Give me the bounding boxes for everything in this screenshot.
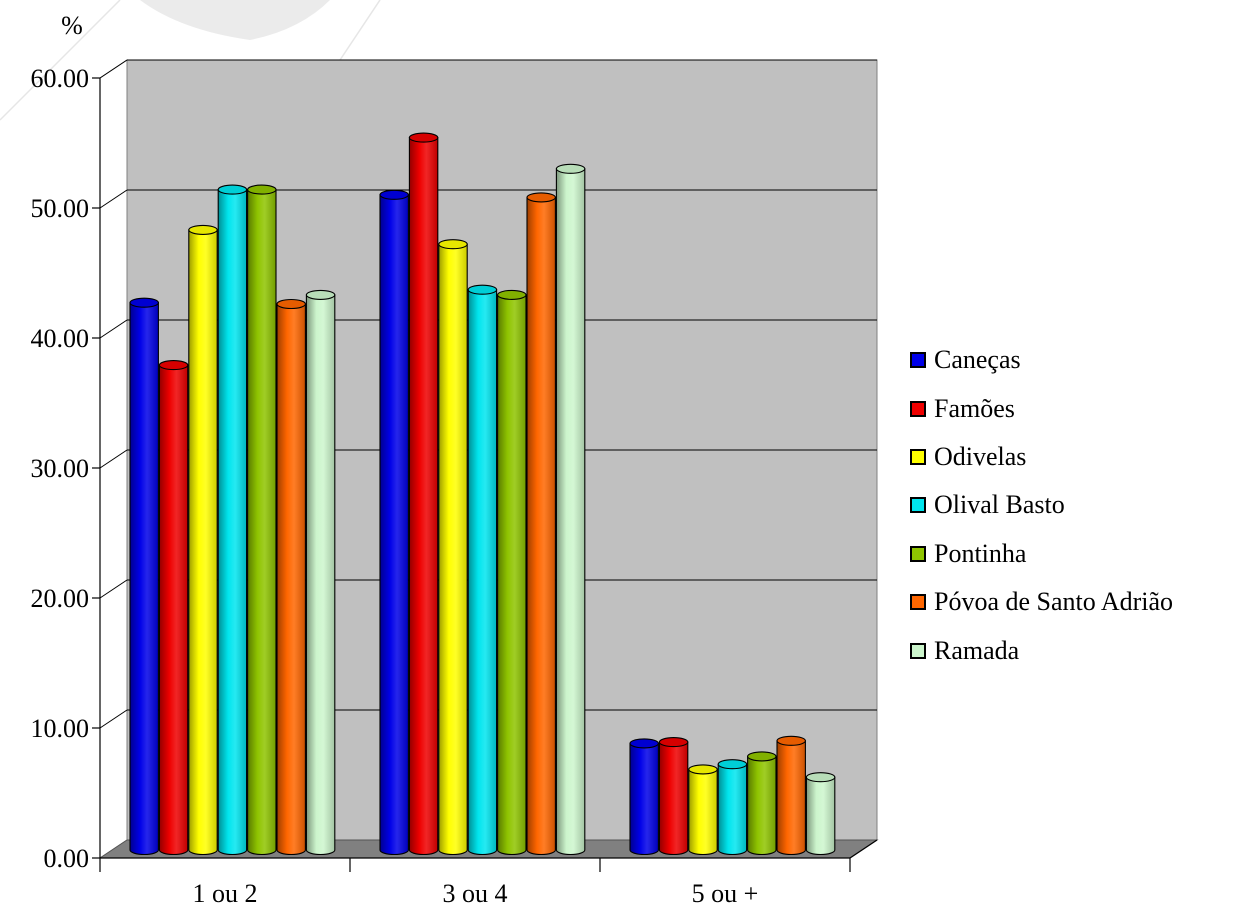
bar <box>438 239 468 856</box>
legend-label: Pontinha <box>934 538 1027 568</box>
legend-item: Caneças <box>910 336 1173 384</box>
bar <box>467 284 498 856</box>
bar <box>688 764 718 856</box>
legend-label: Póvoa de Santo Adrião <box>934 587 1174 617</box>
x-tick-label: 3 ou 4 <box>443 879 508 908</box>
y-tick-label: 10.00 <box>31 714 90 743</box>
gridline-side <box>99 579 128 599</box>
bar <box>129 297 159 856</box>
legend-swatch <box>910 545 926 562</box>
legend-swatch <box>910 594 926 611</box>
bar <box>379 189 409 856</box>
y-tick-label: 50.00 <box>31 194 90 223</box>
legend-swatch <box>910 448 926 465</box>
legend-label: Caneças <box>934 345 1021 375</box>
legend: Caneças Famões Odivelas Olival Basto Pontinh… <box>910 336 1173 675</box>
y-tick-label: 0.00 <box>44 844 90 873</box>
y-axis: 0.00 10.00 20.00 30.00 40.00 50.00 60.00 <box>31 64 101 873</box>
bar <box>717 759 748 856</box>
bar <box>497 289 527 856</box>
bar <box>276 298 306 856</box>
x-axis: 1 ou 2 3 ou 4 5 ou + <box>99 839 878 908</box>
bars <box>129 132 836 856</box>
legend-swatch <box>910 352 926 369</box>
legend-swatch <box>910 400 926 417</box>
y-tick-label: 40.00 <box>31 324 90 353</box>
bar <box>776 735 806 856</box>
bar <box>305 289 336 856</box>
legend-label: Odivelas <box>934 441 1027 471</box>
bar <box>158 360 189 856</box>
gridline-side <box>99 319 128 339</box>
legend-item: Pontinha <box>910 530 1173 578</box>
bar <box>555 163 586 856</box>
x-tick-label: 5 ou + <box>692 879 759 908</box>
background-decoration <box>0 0 381 121</box>
y-axis-label: % <box>61 11 83 40</box>
legend-item: Ramada <box>910 626 1173 674</box>
legend-item: Póvoa de Santo Adrião <box>910 578 1173 626</box>
x-axis-depth-line <box>849 839 878 859</box>
bar <box>658 737 689 856</box>
x-tick-label: 1 ou 2 <box>193 879 258 908</box>
legend-item: Odivelas <box>910 433 1173 481</box>
legend-item: Famões <box>910 384 1173 432</box>
legend-swatch <box>910 642 926 659</box>
bar <box>747 751 777 856</box>
bar <box>805 772 836 856</box>
bar <box>629 738 659 856</box>
legend-label: Ramada <box>934 635 1020 665</box>
bar <box>526 192 556 856</box>
gridline-side <box>99 449 128 469</box>
bar <box>217 184 248 856</box>
gridline-side <box>99 59 128 79</box>
bar <box>188 224 218 856</box>
legend-item: Olival Basto <box>910 481 1173 529</box>
bar <box>247 184 277 856</box>
y-tick-label: 20.00 <box>31 584 90 613</box>
gridline-side <box>99 189 128 209</box>
legend-label: Olival Basto <box>934 490 1065 520</box>
legend-swatch <box>910 497 926 514</box>
y-tick-label: 60.00 <box>31 64 90 93</box>
y-tick-label: 30.00 <box>31 454 90 483</box>
bar <box>408 132 439 856</box>
gridline-side <box>99 709 128 729</box>
legend-label: Famões <box>934 393 1015 423</box>
